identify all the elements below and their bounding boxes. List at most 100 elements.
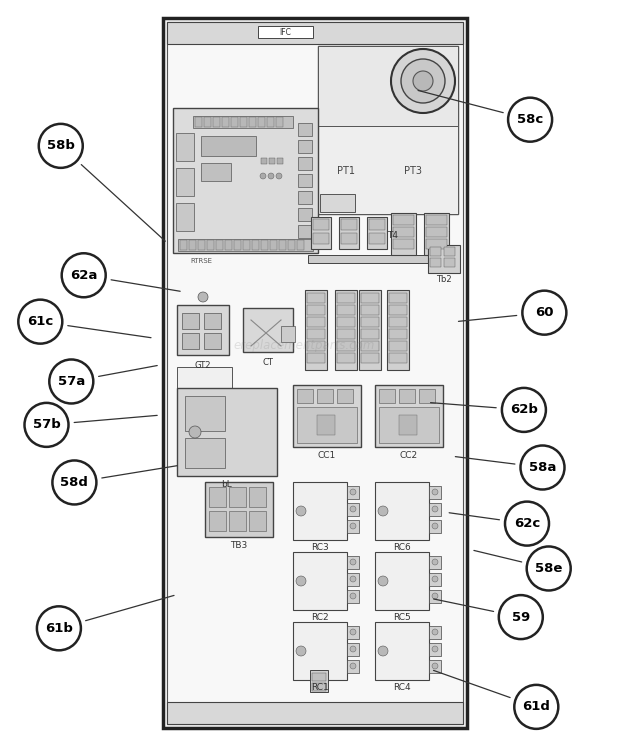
Circle shape	[378, 576, 388, 586]
Circle shape	[350, 559, 356, 565]
Bar	[335, 290, 357, 370]
Text: 61c: 61c	[27, 315, 53, 328]
Bar	[337, 329, 355, 339]
Circle shape	[25, 403, 68, 447]
Bar	[429, 573, 441, 586]
Text: RC1: RC1	[311, 684, 329, 693]
Text: PT3: PT3	[404, 166, 422, 176]
Text: T4: T4	[388, 230, 399, 239]
Bar	[318, 46, 458, 126]
Circle shape	[37, 607, 81, 650]
Bar	[195, 117, 202, 127]
Circle shape	[432, 646, 438, 652]
Bar	[317, 415, 335, 435]
Bar	[429, 503, 441, 516]
Circle shape	[198, 292, 208, 302]
Circle shape	[189, 426, 201, 438]
Bar	[198, 240, 205, 250]
Bar	[429, 556, 441, 569]
Bar	[270, 240, 277, 250]
Bar	[249, 117, 256, 127]
Bar	[276, 117, 283, 127]
Bar	[279, 240, 286, 250]
Bar	[307, 329, 325, 339]
Bar	[307, 305, 325, 315]
Bar	[288, 240, 295, 250]
Bar	[428, 245, 460, 273]
Circle shape	[53, 461, 96, 504]
Bar	[298, 123, 312, 136]
Bar	[341, 233, 357, 244]
Bar	[429, 643, 441, 656]
Bar	[337, 341, 355, 351]
Bar	[347, 643, 359, 656]
Circle shape	[39, 124, 82, 168]
Bar	[361, 341, 379, 351]
Bar	[201, 163, 231, 181]
Bar	[240, 117, 247, 127]
Circle shape	[350, 629, 356, 635]
Bar	[229, 511, 246, 531]
Text: 62c: 62c	[514, 517, 540, 530]
Text: RC5: RC5	[393, 613, 411, 622]
Bar	[361, 317, 379, 327]
Bar	[375, 385, 443, 447]
Bar	[347, 486, 359, 499]
Circle shape	[523, 291, 566, 334]
Circle shape	[350, 646, 356, 652]
Bar	[205, 482, 273, 537]
Bar	[389, 293, 407, 303]
Text: 58d: 58d	[61, 476, 88, 489]
Text: bL: bL	[221, 479, 232, 488]
Bar	[347, 520, 359, 533]
Bar	[298, 191, 312, 204]
Bar	[193, 116, 293, 128]
Circle shape	[432, 576, 438, 582]
Bar	[424, 213, 449, 255]
Bar	[298, 174, 312, 187]
Bar	[347, 660, 359, 673]
Bar	[297, 389, 313, 403]
Bar	[258, 26, 313, 38]
Bar	[419, 389, 435, 403]
Bar	[391, 213, 416, 255]
Bar	[293, 385, 361, 447]
Bar	[337, 293, 355, 303]
Bar	[444, 247, 455, 256]
Bar	[311, 217, 331, 249]
Text: RC3: RC3	[311, 544, 329, 553]
Text: 58b: 58b	[47, 139, 74, 153]
Bar	[213, 117, 220, 127]
Bar	[177, 367, 232, 402]
Bar	[318, 126, 458, 214]
Bar	[399, 389, 415, 403]
Text: TB3: TB3	[231, 541, 247, 550]
Bar	[177, 305, 229, 355]
Bar	[269, 158, 275, 164]
Bar	[225, 240, 232, 250]
Circle shape	[350, 576, 356, 582]
Bar	[387, 290, 409, 370]
Bar	[347, 590, 359, 603]
Bar	[430, 247, 441, 256]
Bar	[234, 240, 241, 250]
Bar	[249, 487, 266, 507]
Bar	[297, 240, 304, 250]
Bar	[293, 622, 347, 680]
Circle shape	[350, 489, 356, 495]
Bar	[307, 341, 325, 351]
Bar	[429, 520, 441, 533]
Bar	[379, 389, 395, 403]
Bar	[298, 157, 312, 170]
Bar	[375, 552, 429, 610]
Text: RTRSE: RTRSE	[190, 258, 212, 264]
Bar	[347, 556, 359, 569]
Bar	[389, 317, 407, 327]
Bar	[189, 240, 196, 250]
Bar	[389, 341, 407, 351]
Circle shape	[391, 49, 455, 113]
Text: 61d: 61d	[523, 700, 550, 714]
Bar	[393, 215, 414, 225]
Bar	[252, 240, 259, 250]
Text: CC2: CC2	[400, 450, 418, 459]
